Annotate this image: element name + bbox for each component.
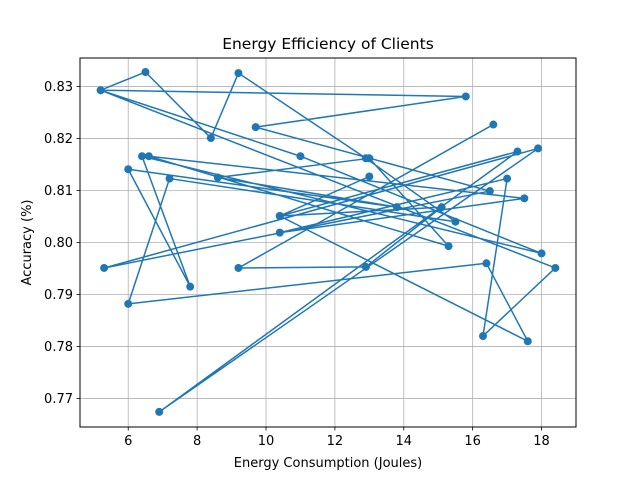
data-series [96,68,560,416]
data-point [523,337,532,346]
data-point [213,173,222,182]
data-point [489,120,498,129]
data-point [234,69,243,78]
data-point [479,332,487,341]
data-point [485,187,494,196]
x-axis-label: Energy Consumption (Joules) [234,456,422,471]
data-point [361,154,370,163]
data-point [551,263,560,272]
data-point [124,165,133,174]
data-point [503,174,512,183]
data-point [437,203,446,212]
data-point [513,147,522,156]
y-tick-label: 0.82 [44,132,73,147]
y-tick-label: 0.81 [44,184,73,199]
x-tick-label: 16 [464,434,481,449]
y-tick-label: 0.77 [44,392,73,407]
data-point [138,152,146,161]
data-point [100,263,109,272]
data-point [251,123,260,132]
data-point [144,152,153,161]
data-point [451,217,460,226]
chart-title: Energy Efficiency of Clients [222,35,434,53]
data-point [124,299,133,308]
data-point [392,203,401,212]
data-point [186,282,195,291]
data-point [444,242,453,251]
data-point [365,172,374,181]
data-point [206,134,215,143]
data-point [234,263,243,272]
data-point [141,68,150,77]
x-tick-label: 10 [258,434,275,449]
data-point [520,194,529,203]
y-tick-label: 0.83 [44,80,73,95]
y-axis-ticks: 0.77 0.78 0.79 0.80 0.81 0.82 0.83 [44,80,80,407]
x-tick-label: 8 [193,434,201,449]
x-tick-label: 18 [533,434,550,449]
x-axis-ticks: 6 8 10 12 14 16 18 [124,427,550,449]
y-tick-label: 0.78 [44,340,73,355]
y-tick-label: 0.79 [44,288,73,303]
data-point [155,407,164,416]
data-point [361,262,370,271]
data-point [165,174,174,183]
data-point [537,249,546,258]
x-tick-label: 12 [327,434,344,449]
y-tick-label: 0.80 [44,236,73,251]
data-point [534,144,543,153]
y-axis-label: Accuracy (%) [20,200,35,286]
data-point [461,92,470,101]
data-point [296,152,305,161]
data-point [96,86,105,95]
data-point [275,228,284,237]
data-point [482,259,491,268]
x-tick-label: 14 [396,434,413,449]
data-point [275,211,284,220]
x-tick-label: 6 [124,434,132,449]
